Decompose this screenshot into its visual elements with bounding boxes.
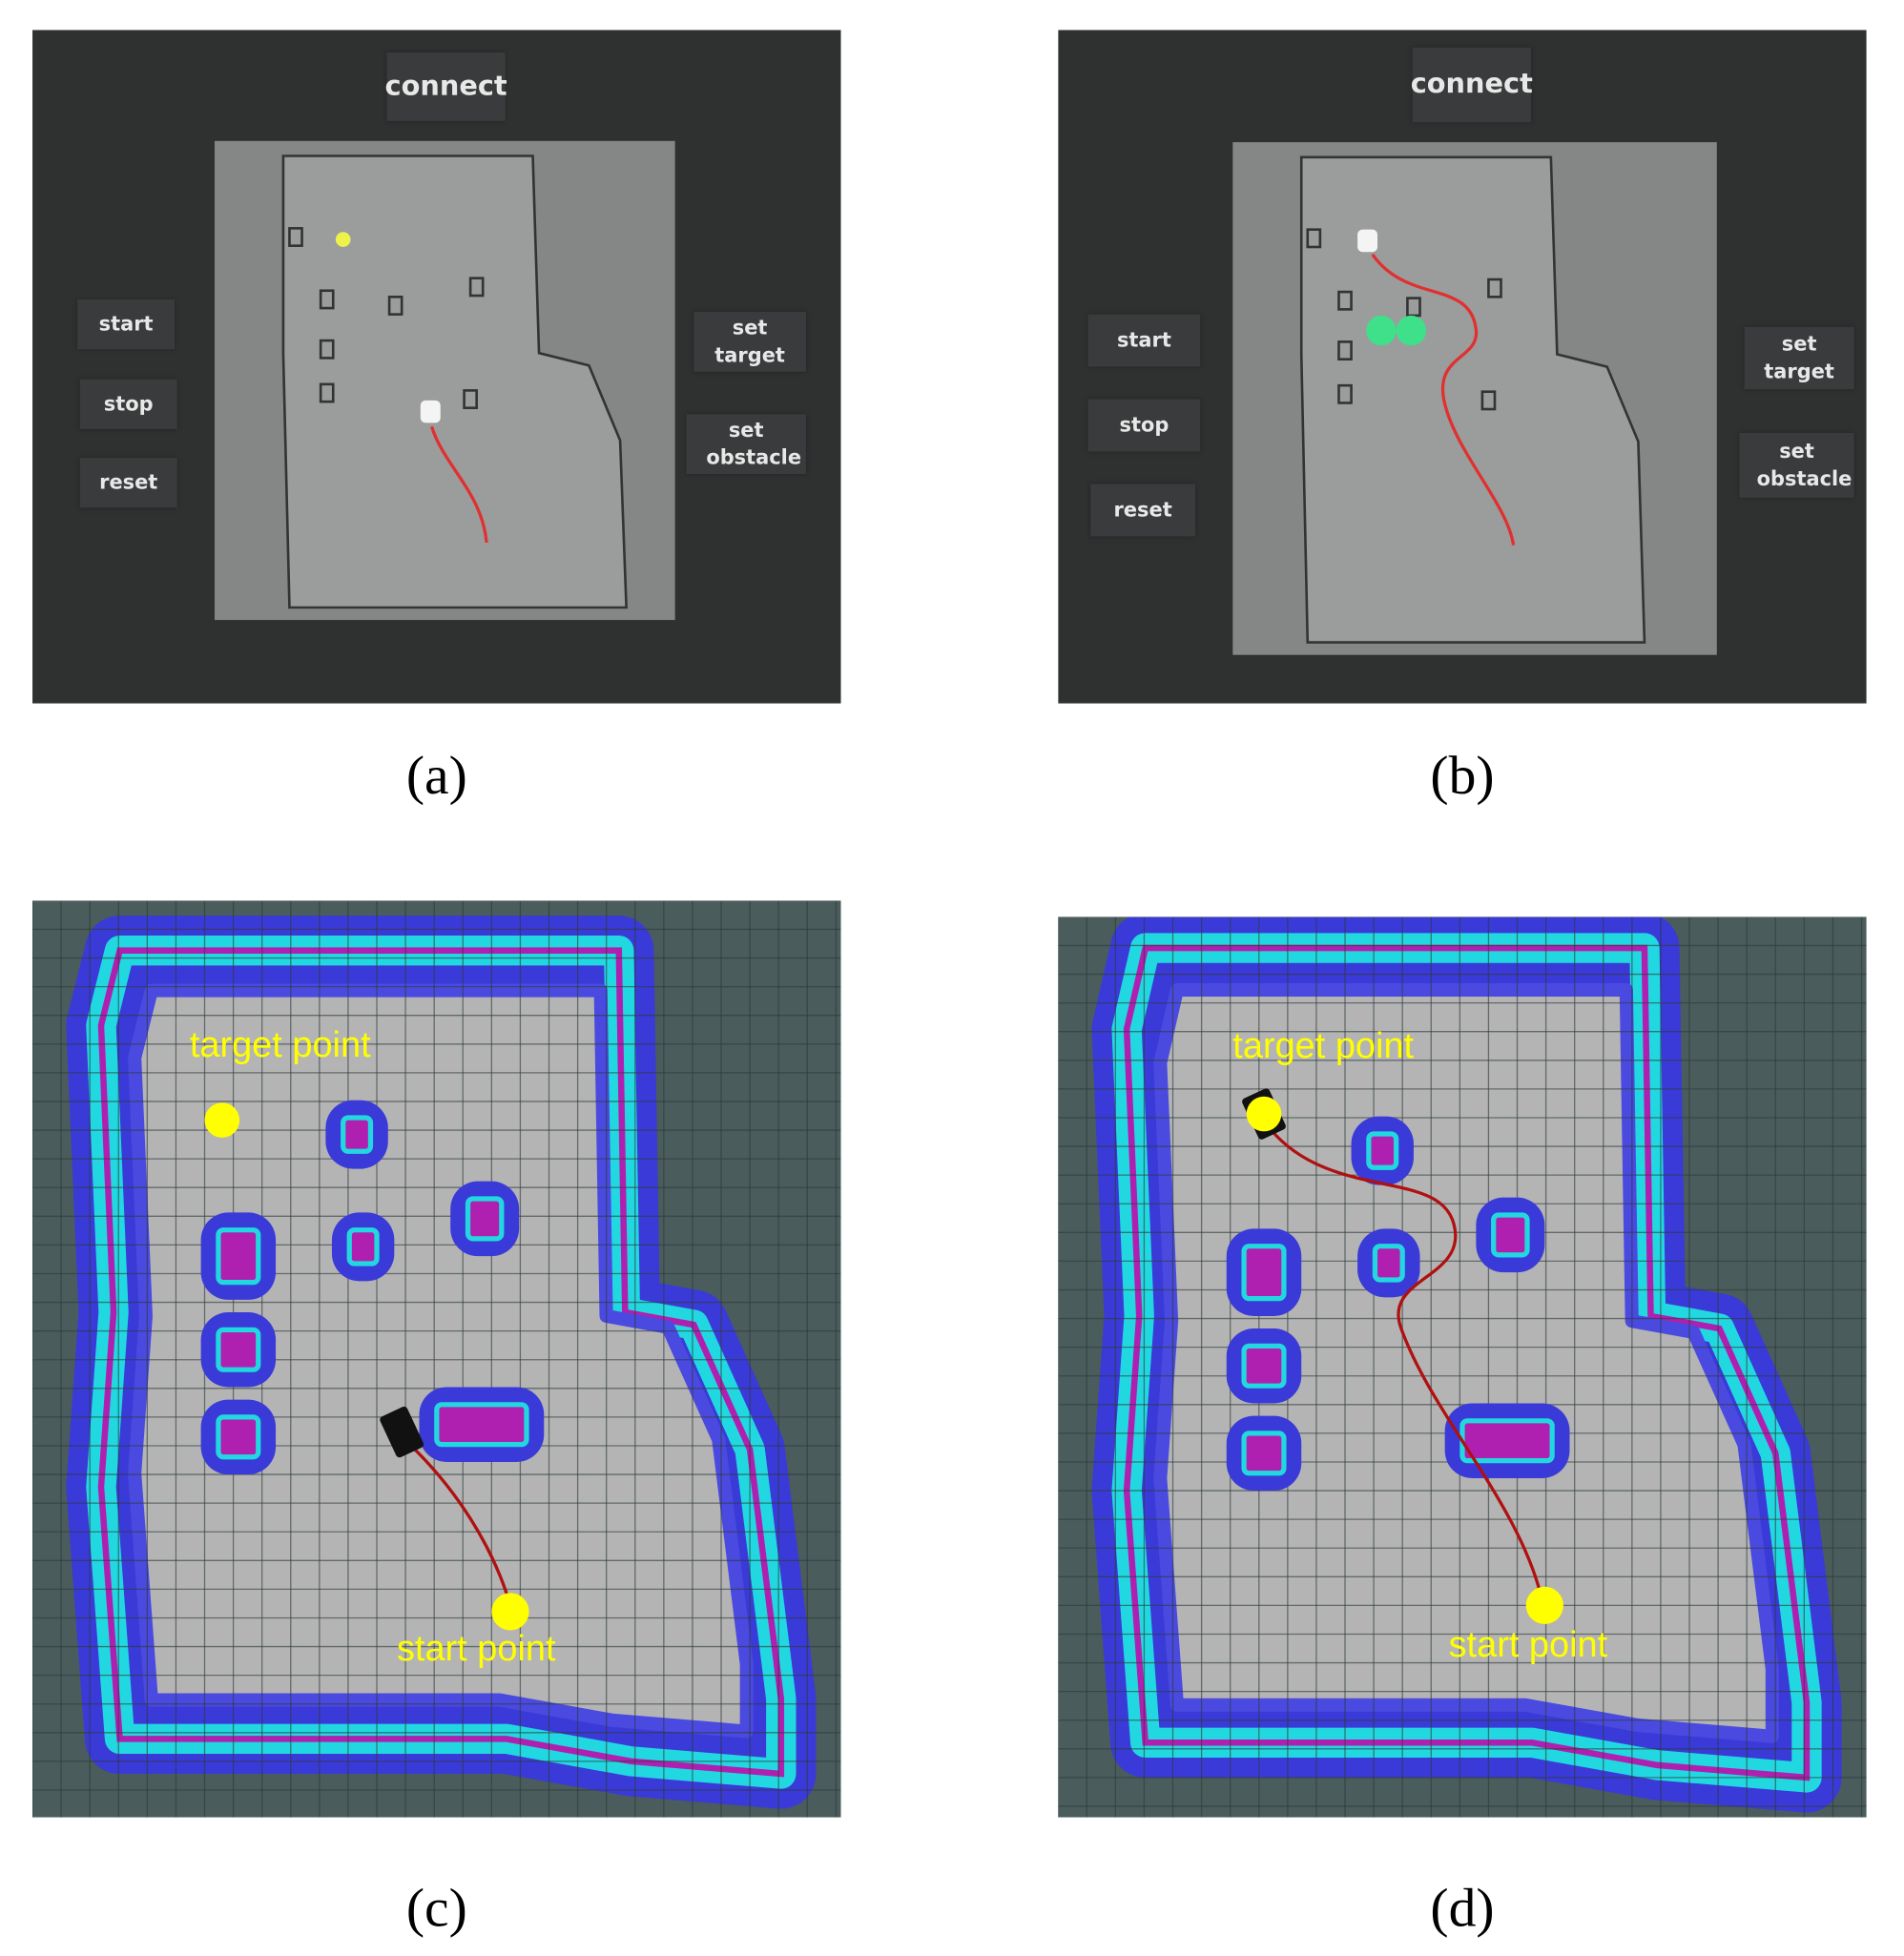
button-label: set obstacle — [1756, 439, 1852, 491]
planned-path — [430, 425, 488, 544]
obstacle — [1337, 383, 1353, 404]
obstacle — [1406, 297, 1421, 318]
panel: connect start stop reset set target set obsta… — [1058, 30, 1867, 704]
obstacle — [346, 1227, 380, 1266]
obstacle — [1459, 1418, 1555, 1464]
annotation: start point — [1448, 1625, 1608, 1666]
button[interactable]: stop — [79, 379, 177, 429]
robot — [1357, 229, 1378, 253]
obstacle — [1372, 1244, 1405, 1283]
button[interactable]: stop — [1087, 399, 1201, 452]
annotation: target point — [1232, 1026, 1415, 1067]
obstacle — [319, 289, 335, 310]
obstacle — [1241, 1431, 1287, 1476]
obstacle — [341, 1115, 374, 1154]
button-label: reset — [99, 470, 158, 495]
button-label: stop — [1119, 413, 1169, 438]
obstacle — [1337, 290, 1353, 311]
planned-path — [1269, 1127, 1544, 1601]
obstacle — [1337, 340, 1353, 361]
obstacle — [434, 1402, 529, 1448]
obstacle — [463, 389, 478, 410]
panel-caption: (b) — [1430, 744, 1495, 806]
start-marker — [1525, 1586, 1563, 1625]
obstacle — [319, 382, 335, 403]
button[interactable]: reset — [79, 458, 177, 508]
marker — [1366, 315, 1397, 346]
panel-caption: (a) — [405, 744, 467, 806]
obstacle — [216, 1227, 261, 1286]
marker — [335, 232, 351, 247]
panel-image — [32, 900, 841, 1818]
panel: target point start point — [32, 900, 841, 1818]
button[interactable]: set obstacle — [686, 414, 806, 475]
map-outline — [281, 154, 628, 609]
free-space — [128, 983, 754, 1739]
button-label: stop — [103, 391, 154, 416]
button-label: set obstacle — [706, 418, 802, 469]
obstacle — [288, 227, 303, 247]
panel: connect start stop reset set target set obsta… — [32, 30, 841, 704]
obstacle — [319, 339, 335, 360]
button[interactable]: start — [1087, 314, 1201, 367]
robot — [380, 1406, 424, 1458]
button[interactable]: set target — [693, 312, 806, 372]
obstacle — [1241, 1343, 1287, 1389]
obstacle — [1480, 390, 1497, 411]
button-label: set target — [714, 316, 785, 367]
wall — [97, 947, 785, 1778]
button-label: set target — [1764, 332, 1834, 383]
panel-image — [1058, 30, 1867, 704]
obstacle — [216, 1414, 261, 1460]
obstacle — [216, 1327, 261, 1372]
obstacle — [468, 277, 485, 298]
button-label: start — [98, 312, 154, 337]
panel-caption: (d) — [1430, 1877, 1495, 1939]
panel: target point start point — [1058, 916, 1867, 1818]
target-marker — [204, 1102, 240, 1138]
obstacle — [465, 1196, 505, 1242]
target-marker — [1246, 1096, 1282, 1132]
annotation: start point — [396, 1629, 556, 1670]
obstacle — [387, 295, 404, 316]
button[interactable]: connect — [384, 51, 507, 121]
button[interactable]: set target — [1744, 326, 1854, 390]
robot — [420, 400, 441, 423]
button-label: start — [1116, 328, 1171, 353]
button[interactable]: start — [77, 299, 176, 350]
obstacle — [1306, 228, 1322, 249]
start-marker — [491, 1593, 529, 1631]
button-label: connect — [384, 71, 507, 102]
planned-path — [1371, 253, 1516, 546]
planned-path — [401, 1435, 512, 1606]
panel-image — [1058, 916, 1867, 1818]
annotation: target point — [189, 1025, 371, 1066]
obstacle — [1487, 278, 1502, 299]
obstacle — [1366, 1131, 1399, 1170]
button[interactable]: set obstacle — [1739, 432, 1854, 498]
button-label: reset — [1113, 498, 1172, 523]
obstacle — [1241, 1244, 1287, 1302]
marker — [1396, 315, 1427, 346]
button[interactable]: connect — [1410, 47, 1533, 123]
obstacle — [1491, 1212, 1530, 1258]
map-outline — [1299, 155, 1646, 644]
button-label: connect — [1410, 69, 1533, 100]
button[interactable]: reset — [1090, 484, 1196, 537]
panel-caption: (c) — [405, 1877, 467, 1939]
